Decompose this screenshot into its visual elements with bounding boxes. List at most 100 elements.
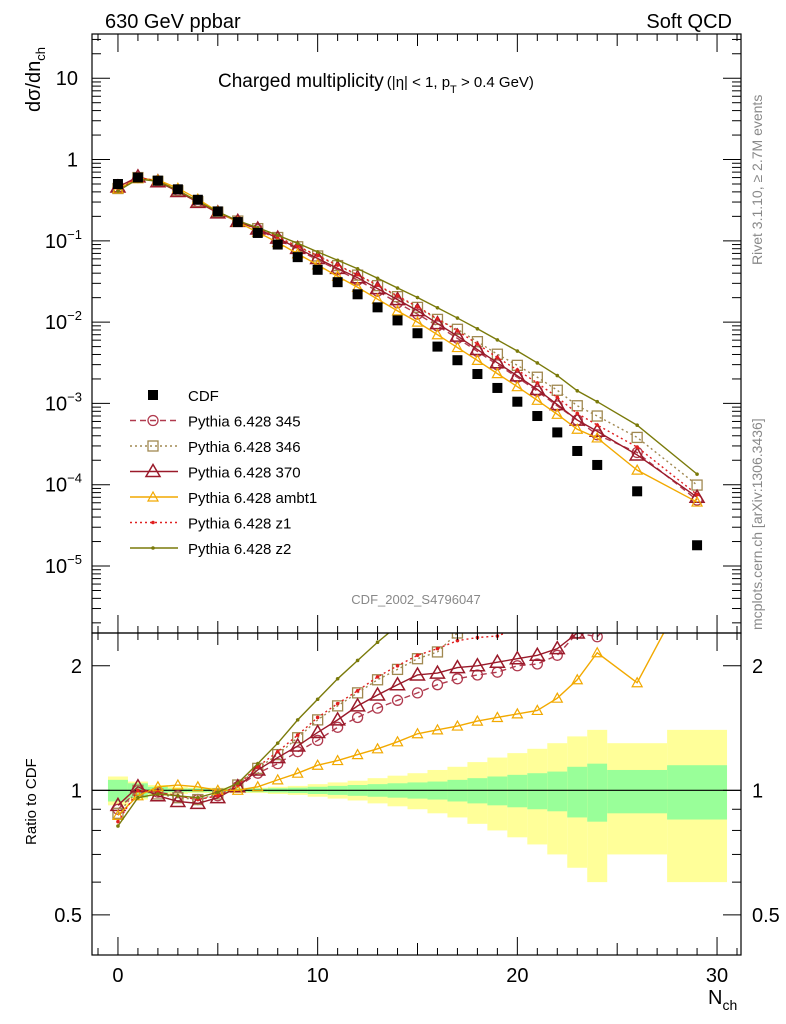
point-ratio-z1-24 [595,585,599,589]
point-main-z2-0 [116,189,120,193]
point-main-z1-20 [515,368,520,372]
point-ratio-z1-5 [216,794,220,798]
point-ratio-p370-3 [169,792,187,808]
legend-marker-z2 [151,546,155,550]
point-ratio-z1-7 [255,764,260,769]
point-ratio-ambt1-19 [491,711,504,723]
point-ratio-p370-14 [389,676,406,691]
point-ratio-p345-22 [551,649,563,661]
point-ratio-ambt1-7 [251,780,264,792]
point-main-z2-23 [575,388,580,393]
band-green-25 [607,769,668,814]
point-main-z2-10 [315,250,320,254]
point-ratio-p370-11 [329,711,346,726]
cdf-point-23 [572,445,583,456]
title-cut-suffix: > 0.4 GeV) [457,74,534,91]
band-green-22 [547,771,568,812]
point-ratio-p370-8 [269,749,287,764]
cdf-point-3 [172,184,183,195]
legend-marker-p370 [144,463,162,478]
point-ratio-z1-9 [295,733,300,737]
point-ratio-p346-19 [492,614,502,624]
legend-marker-p345 [147,414,159,427]
point-main-z1-12 [355,272,360,277]
cdf-point-16 [432,341,443,352]
point-ratio-p370-16 [429,664,446,679]
point-main-p346-16 [431,313,444,326]
point-main-ambt1-18 [471,354,484,366]
point-ratio-ambt1-14 [391,735,404,747]
point-ratio-p370-6 [229,778,247,793]
point-ratio-z1-10 [315,715,320,720]
point-ratio-p370-15 [409,666,426,681]
ym-tick-label-5: 10−4 [45,471,82,497]
point-main-z1-22 [555,395,560,400]
cdf-point-7 [252,227,263,238]
ym-tick-label-exp-6: −5 [67,552,82,567]
point-ratio-z2-0 [116,824,120,828]
cdf-point-19 [492,382,503,393]
point-ratio-ambt1-4 [191,780,204,792]
x-tick-label-3: 30 [706,965,728,987]
point-ratio-z2-15 [416,607,420,611]
point-main-z2-20 [515,349,520,353]
cdf-point-2 [152,175,163,186]
point-main-ambt1-14 [391,304,404,316]
point-ratio-p345-25 [632,588,642,598]
point-ratio-p370-9 [289,737,306,752]
point-main-z1-14 [395,294,400,298]
point-main-z2-17 [455,316,460,320]
point-ratio-p346-13 [371,674,384,686]
point-ratio-z2-4 [196,795,200,800]
point-main-z1-25 [635,445,639,449]
point-ratio-ambt1-6 [231,784,244,795]
yr-tick-label-right-1: 1 [752,780,763,802]
point-main-z2-19 [495,338,500,342]
ym-tick-label-6: 10−5 [45,552,82,578]
point-main-p346-17 [451,323,464,335]
cdf-point-26 [692,540,703,551]
point-ratio-z1-23 [575,597,579,601]
point-ratio-z2-8 [275,741,280,745]
point-ratio-z2-6 [235,781,240,786]
series-line-main-ambt1 [117,177,698,503]
point-ratio-z2-26 [695,426,699,430]
point-ratio-p370-4 [189,794,207,810]
point-ratio-p370-24 [590,612,604,624]
point-ratio-z2-13 [375,640,380,645]
point-ratio-p345-12 [351,711,364,724]
cdf-point-8 [272,239,283,250]
point-ratio-z1-8 [275,749,280,754]
point-ratio-p370-10 [309,723,326,739]
band-green-24 [587,763,608,822]
point-ratio-p370-7 [249,761,267,776]
point-main-z1-13 [375,283,380,287]
cdf-point-0 [112,179,123,190]
point-ratio-z1-12 [355,688,360,693]
ym-tick-label-1: 1 [67,150,78,172]
point-ratio-ambt1-13 [371,742,384,754]
point-main-z2-18 [475,326,480,331]
point-ratio-z1-17 [455,638,460,643]
band-green-23 [567,766,588,818]
point-ratio-p370-22 [548,640,566,655]
text-layer: 630 GeV ppbar Soft QCD Charged multiplic… [23,11,765,1013]
point-ratio-p345-10 [312,734,324,747]
point-main-ambt1-26 [691,495,704,507]
point-main-z2-21 [535,361,540,365]
point-ratio-ambt1-15 [411,727,424,739]
legend-label-ambt1: Pythia 6.428 ambt1 [188,490,317,507]
legend-label-z1: Pythia 6.428 z1 [188,516,291,533]
cdf-point-25 [632,486,643,497]
point-main-p346-25 [631,431,643,444]
legend-marker-z1 [151,520,155,525]
point-main-z1-23 [575,411,580,416]
rivet-label: Rivet 3.1.10, ≥ 2.7M events [749,95,765,265]
point-ratio-p346-21 [532,588,542,598]
point-main-z2-12 [355,266,360,271]
point-ratio-z2-22 [555,499,559,503]
point-main-z2-15 [415,295,420,300]
point-ratio-ambt1-18 [471,714,484,726]
plot-title: Charged multiplicity (|η| < 1, pT > 0.4 G… [218,71,534,96]
point-main-ambt1-21 [531,394,544,405]
